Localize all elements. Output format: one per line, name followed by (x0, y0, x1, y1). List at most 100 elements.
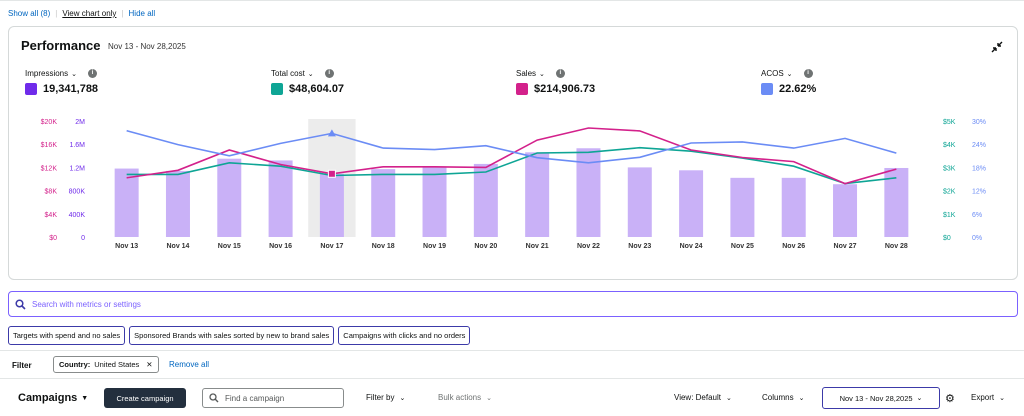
x-axis-tick: Nov 16 (269, 243, 292, 250)
chip-targets-spend-no-sales[interactable]: Targets with spend and no sales (8, 326, 126, 345)
acos-axis-tick: 18% (972, 165, 986, 172)
total-cost-line (126, 146, 897, 185)
create-campaign-button[interactable]: Create campaign (104, 388, 186, 408)
metric-value: 22.62% (779, 83, 817, 95)
x-axis-tick: Nov 18 (372, 243, 395, 250)
x-axis-tick: Nov 13 (115, 243, 138, 250)
x-axis-tick: Nov 27 (834, 243, 857, 250)
impressions-axis-tick: 400K (69, 212, 86, 219)
top-divider (0, 0, 1024, 1)
view-chart-only-link[interactable]: View chart only (62, 9, 117, 18)
impressions-bar (473, 163, 498, 237)
acos-axis-tick: 0% (972, 235, 982, 242)
export-dropdown[interactable]: Export ⌄ (971, 393, 1005, 402)
date-range-label: Nov 13 - Nov 28,2025 (839, 393, 913, 403)
performance-card: Performance Nov 13 - Nov 28,2025 Impress… (8, 26, 1018, 280)
impressions-bar (114, 168, 139, 237)
campaigns-dropdown[interactable]: Campaigns ▼ (18, 392, 88, 404)
x-axis-tick: Nov 22 (577, 243, 600, 250)
close-icon[interactable]: ✕ (146, 360, 153, 369)
cost-axis-tick: $0 (943, 235, 951, 242)
acos-line (126, 129, 897, 164)
bulk-actions-dropdown[interactable]: Bulk actions ⌄ (438, 393, 492, 402)
chevron-down-icon[interactable]: ⌄ (71, 70, 77, 78)
sales-axis-tick: $12K (41, 165, 58, 172)
info-icon[interactable]: i (555, 69, 565, 78)
cost-axis-tick: $4K (943, 142, 956, 149)
campaigns-label: Campaigns (18, 392, 78, 404)
filter-by-dropdown[interactable]: Filter by ⌄ (366, 393, 405, 402)
chevron-down-icon[interactable]: ⌄ (307, 70, 314, 78)
impressions-bar (165, 170, 190, 237)
acos-axis-tick: 30% (972, 119, 986, 126)
impressions-bar (730, 177, 755, 237)
metric-impressions[interactable]: Impressions ⌄ i 19,341,788 (25, 69, 98, 95)
metric-value: 19,341,788 (43, 83, 99, 95)
chevron-down-icon: ⌄ (798, 394, 805, 402)
impressions-bar (781, 177, 806, 237)
cost-axis-tick: $5K (943, 119, 956, 126)
chevron-down-icon: ⌄ (999, 394, 1005, 402)
info-icon[interactable]: i (324, 69, 334, 78)
x-axis-tick: Nov 15 (218, 243, 241, 250)
acos-marker (327, 129, 336, 137)
x-axis-tick: Nov 21 (526, 243, 549, 250)
chip-campaigns-clicks-no-orders[interactable]: Campaigns with clicks and no orders (338, 326, 471, 345)
color-swatch (516, 83, 528, 95)
color-swatch (761, 83, 773, 95)
suggestion-chips: Targets with spend and no sales Sponsore… (8, 326, 471, 345)
chevron-down-icon: ⌄ (726, 394, 732, 402)
chip-sponsored-brands-ntb[interactable]: Sponsored Brands with sales sorted by ne… (129, 326, 335, 345)
separator: | (121, 9, 124, 18)
info-icon[interactable]: i (88, 69, 97, 78)
gear-icon[interactable]: ⚙ (945, 393, 955, 405)
date-range-picker[interactable]: Nov 13 - Nov 28,2025 ⌄ (822, 387, 940, 409)
acos-axis-tick: 6% (972, 212, 982, 219)
color-swatch (25, 83, 37, 95)
sales-axis-tick: $0 (49, 235, 57, 242)
chevron-down-icon[interactable]: ⌄ (786, 70, 793, 78)
remove-all-link[interactable]: Remove all (169, 360, 210, 369)
x-axis-tick: Nov 24 (680, 243, 703, 250)
x-axis-tick: Nov 23 (628, 243, 651, 250)
metric-sales[interactable]: Sales ⌄ i $214,906.73 (516, 69, 595, 95)
impressions-bar (217, 158, 242, 237)
impressions-axis-tick: 800K (69, 189, 86, 196)
chevron-down-icon[interactable]: ⌄ (539, 70, 545, 78)
chart-visibility-links: Show all (8) | View chart only | Hide al… (8, 9, 155, 18)
collapse-icon[interactable] (991, 41, 1003, 53)
columns-label: Columns (762, 393, 794, 402)
sales-axis-tick: $20K (41, 119, 58, 126)
impressions-bar (371, 169, 396, 237)
find-campaign-input[interactable]: Find a campaign (202, 388, 344, 408)
view-dropdown[interactable]: View: Default ⌄ (674, 393, 732, 402)
view-label: View: Default (674, 393, 721, 402)
metric-acos[interactable]: ACOS ⌄ i 22.62% (761, 69, 816, 95)
metrics-search-bar[interactable]: Search with metrics or settings (8, 291, 1018, 317)
metric-value: $214,906.73 (534, 83, 596, 95)
x-axis-tick: Nov 14 (166, 243, 189, 250)
hide-all-link[interactable]: Hide all (128, 9, 156, 18)
campaigns-toolbar: Campaigns ▼ Create campaign Find a campa… (0, 378, 1024, 416)
impressions-axis-tick: 1.2M (69, 165, 85, 172)
metric-label: Impressions (25, 69, 69, 78)
sales-line (126, 127, 897, 185)
filter-row: Filter Country: United States ✕ Remove a… (0, 350, 1024, 377)
filter-chip-key: Country: (59, 360, 91, 369)
impressions-bar (833, 184, 858, 237)
show-all-link[interactable]: Show all (8) (8, 9, 51, 18)
impressions-axis-tick: 1.6M (69, 142, 85, 149)
search-placeholder: Search with metrics or settings (32, 299, 141, 309)
impressions-bar (319, 173, 344, 237)
find-campaign-placeholder: Find a campaign (225, 393, 285, 403)
chevron-down-icon: ⌄ (399, 394, 406, 402)
columns-dropdown[interactable]: Columns ⌄ (762, 393, 804, 402)
cost-axis-tick: $2K (943, 189, 956, 196)
metric-total-cost[interactable]: Total cost ⌄ i $48,604.07 (271, 69, 344, 95)
color-swatch (271, 83, 283, 95)
info-icon[interactable]: i (803, 69, 813, 78)
sales-axis-tick: $16K (41, 142, 58, 149)
country-filter-chip[interactable]: Country: United States ✕ (53, 356, 159, 373)
performance-chart[interactable]: $0 0 $0 0% $4K 400K $1K 6% $8K 800K $2K 12% $12K 1.2M… (9, 27, 1019, 281)
x-axis-tick: Nov 20 (474, 243, 497, 250)
